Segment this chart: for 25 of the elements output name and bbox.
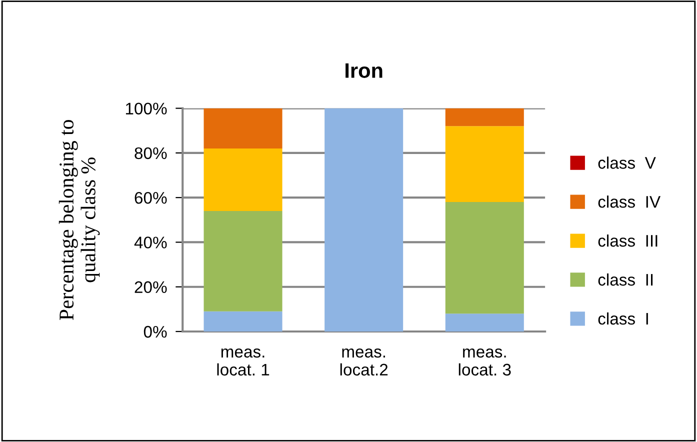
bar: [204, 108, 282, 148]
y-tick-label: 40%: [134, 236, 167, 248]
legend-label: class I: [598, 312, 648, 325]
y-tick-label: 80%: [134, 147, 167, 160]
bar: [324, 108, 404, 332]
x-tick-label: meas. locat.2: [340, 348, 388, 376]
y-axis-title: Percentage belonging to quality class %: [58, 120, 100, 320]
bar: [445, 126, 524, 202]
x-tick-label: meas. locat. 1: [217, 348, 270, 376]
legend-label: class V: [598, 156, 656, 169]
y-tick-label: 20%: [134, 281, 167, 294]
chart-title: Iron: [346, 63, 382, 78]
legend-label: class IV: [598, 196, 660, 208]
legend-label: class III: [598, 234, 658, 247]
y-tick-label: 60%: [134, 192, 167, 204]
bar: [204, 148, 282, 211]
bar: [204, 210, 282, 312]
legend-label: class II: [598, 273, 653, 286]
bar: [204, 311, 282, 332]
bar: [445, 202, 524, 314]
bar: [445, 108, 524, 126]
y-tick-label: 0%: [144, 326, 167, 338]
bar: [445, 314, 524, 332]
y-tick-label: 100%: [126, 102, 167, 114]
x-tick-label: meas. locat. 3: [458, 348, 511, 376]
